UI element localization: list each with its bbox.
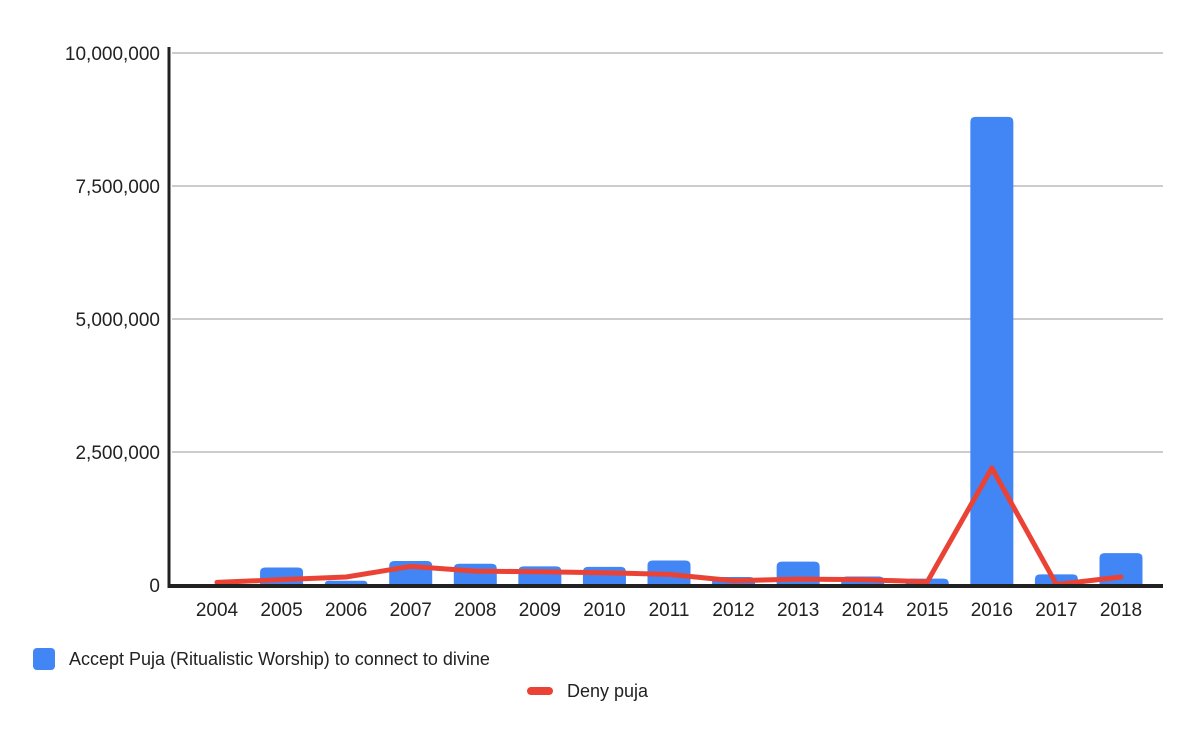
legend-label-deny-puja: Deny puja [567,681,649,701]
bar-series-swatch-icon [33,648,55,670]
x-tick-label: 2017 [1035,600,1077,621]
line-series-path [214,465,1124,587]
x-tick-label: 2006 [325,600,367,621]
x-tick-label: 2009 [519,600,561,621]
y-tick-label: 5,000,000 [75,310,160,331]
x-tick-label: 2005 [260,600,302,621]
legend-item-accept-puja: Accept Puja (Ritualistic Worship) to con… [33,648,490,670]
x-tick-label: 2007 [390,600,432,621]
bar-2016 [970,116,1014,585]
bar-2010 [582,566,626,585]
y-tick-label: 7,500,000 [75,177,160,198]
line-series-swatch-icon [527,687,553,695]
bar-series-group [260,116,1143,585]
x-tick-label: 2010 [583,600,625,621]
x-tick-label: 2013 [777,600,819,621]
x-tick-label: 2016 [971,600,1013,621]
gridlines-group [172,52,1163,453]
axes-group [167,47,1163,588]
y-tick-label: 2,500,000 [75,443,160,464]
bar-2008 [453,563,497,585]
x-tick-label: 2015 [906,600,948,621]
x-tick-label: 2011 [649,600,690,621]
legend-item-deny-puja: Deny puja [527,680,648,702]
x-tick-label: 2008 [454,600,496,621]
bar-2006 [324,580,368,585]
legend-label-accept-puja: Accept Puja (Ritualistic Worship) to con… [69,649,490,669]
axis-labels-group: 0 2,500,000 5,000,000 7,500,000 10,000,000 20… [65,44,1142,621]
line-series-group [214,465,1124,587]
y-tick-label: 0 [149,576,160,597]
y-tick-label: 10,000,000 [65,44,160,65]
x-tick-label: 2012 [712,600,754,621]
x-tick-label: 2018 [1100,600,1142,621]
x-tick-label: 2004 [196,600,239,621]
x-tick-label: 2014 [842,600,885,621]
